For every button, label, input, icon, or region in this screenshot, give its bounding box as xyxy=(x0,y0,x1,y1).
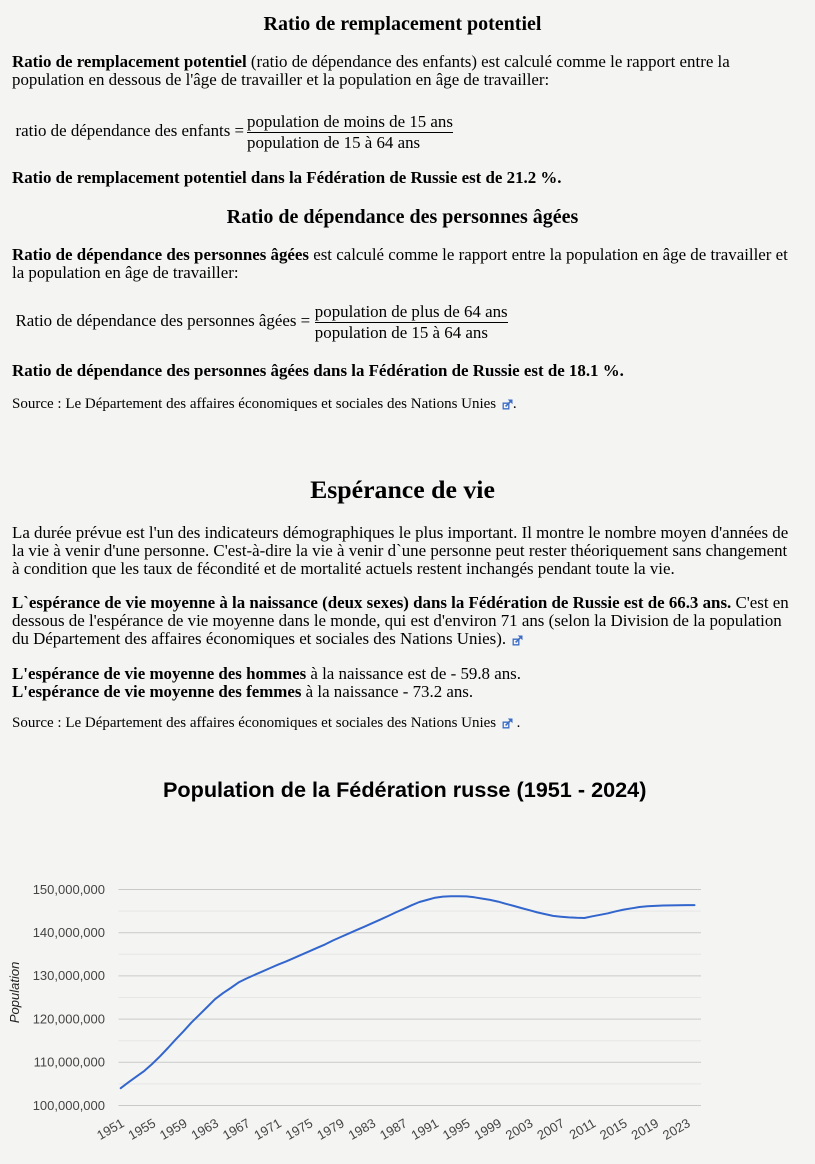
svg-text:1959: 1959 xyxy=(157,1115,190,1142)
svg-text:1987: 1987 xyxy=(377,1115,410,1142)
svg-text:140,000,000: 140,000,000 xyxy=(33,925,105,940)
svg-text:1955: 1955 xyxy=(126,1115,159,1142)
svg-text:150,000,000: 150,000,000 xyxy=(33,882,105,897)
svg-text:Population de la Fédération ru: Population de la Fédération russe (1951 … xyxy=(163,777,646,802)
svg-text:2011: 2011 xyxy=(567,1115,599,1142)
svg-text:1995: 1995 xyxy=(440,1115,473,1142)
svg-text:2019: 2019 xyxy=(629,1115,662,1142)
svg-text:2003: 2003 xyxy=(503,1115,536,1142)
svg-text:2007: 2007 xyxy=(534,1115,567,1142)
svg-text:110,000,000: 110,000,000 xyxy=(34,1055,105,1070)
svg-text:2023: 2023 xyxy=(660,1115,693,1142)
svg-text:1999: 1999 xyxy=(471,1115,504,1142)
svg-text:2015: 2015 xyxy=(597,1115,630,1142)
svg-text:1967: 1967 xyxy=(220,1115,253,1142)
svg-text:100,000,000: 100,000,000 xyxy=(33,1098,105,1113)
svg-text:1975: 1975 xyxy=(283,1115,316,1142)
svg-text:120,000,000: 120,000,000 xyxy=(33,1011,105,1026)
svg-text:1963: 1963 xyxy=(188,1115,221,1142)
svg-text:130,000,000: 130,000,000 xyxy=(33,968,105,983)
svg-text:1979: 1979 xyxy=(314,1115,347,1142)
svg-text:1983: 1983 xyxy=(346,1115,379,1142)
svg-text:1991: 1991 xyxy=(409,1115,442,1142)
svg-text:Population: Population xyxy=(7,962,22,1023)
svg-text:1971: 1971 xyxy=(251,1115,284,1142)
svg-text:1951: 1951 xyxy=(94,1115,127,1142)
